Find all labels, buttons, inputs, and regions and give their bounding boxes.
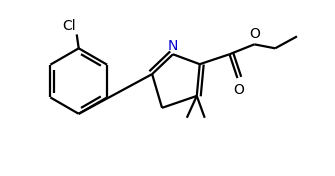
Text: O: O [233, 83, 244, 97]
Text: O: O [249, 27, 260, 41]
Text: Cl: Cl [62, 19, 76, 33]
Text: N: N [167, 39, 178, 53]
